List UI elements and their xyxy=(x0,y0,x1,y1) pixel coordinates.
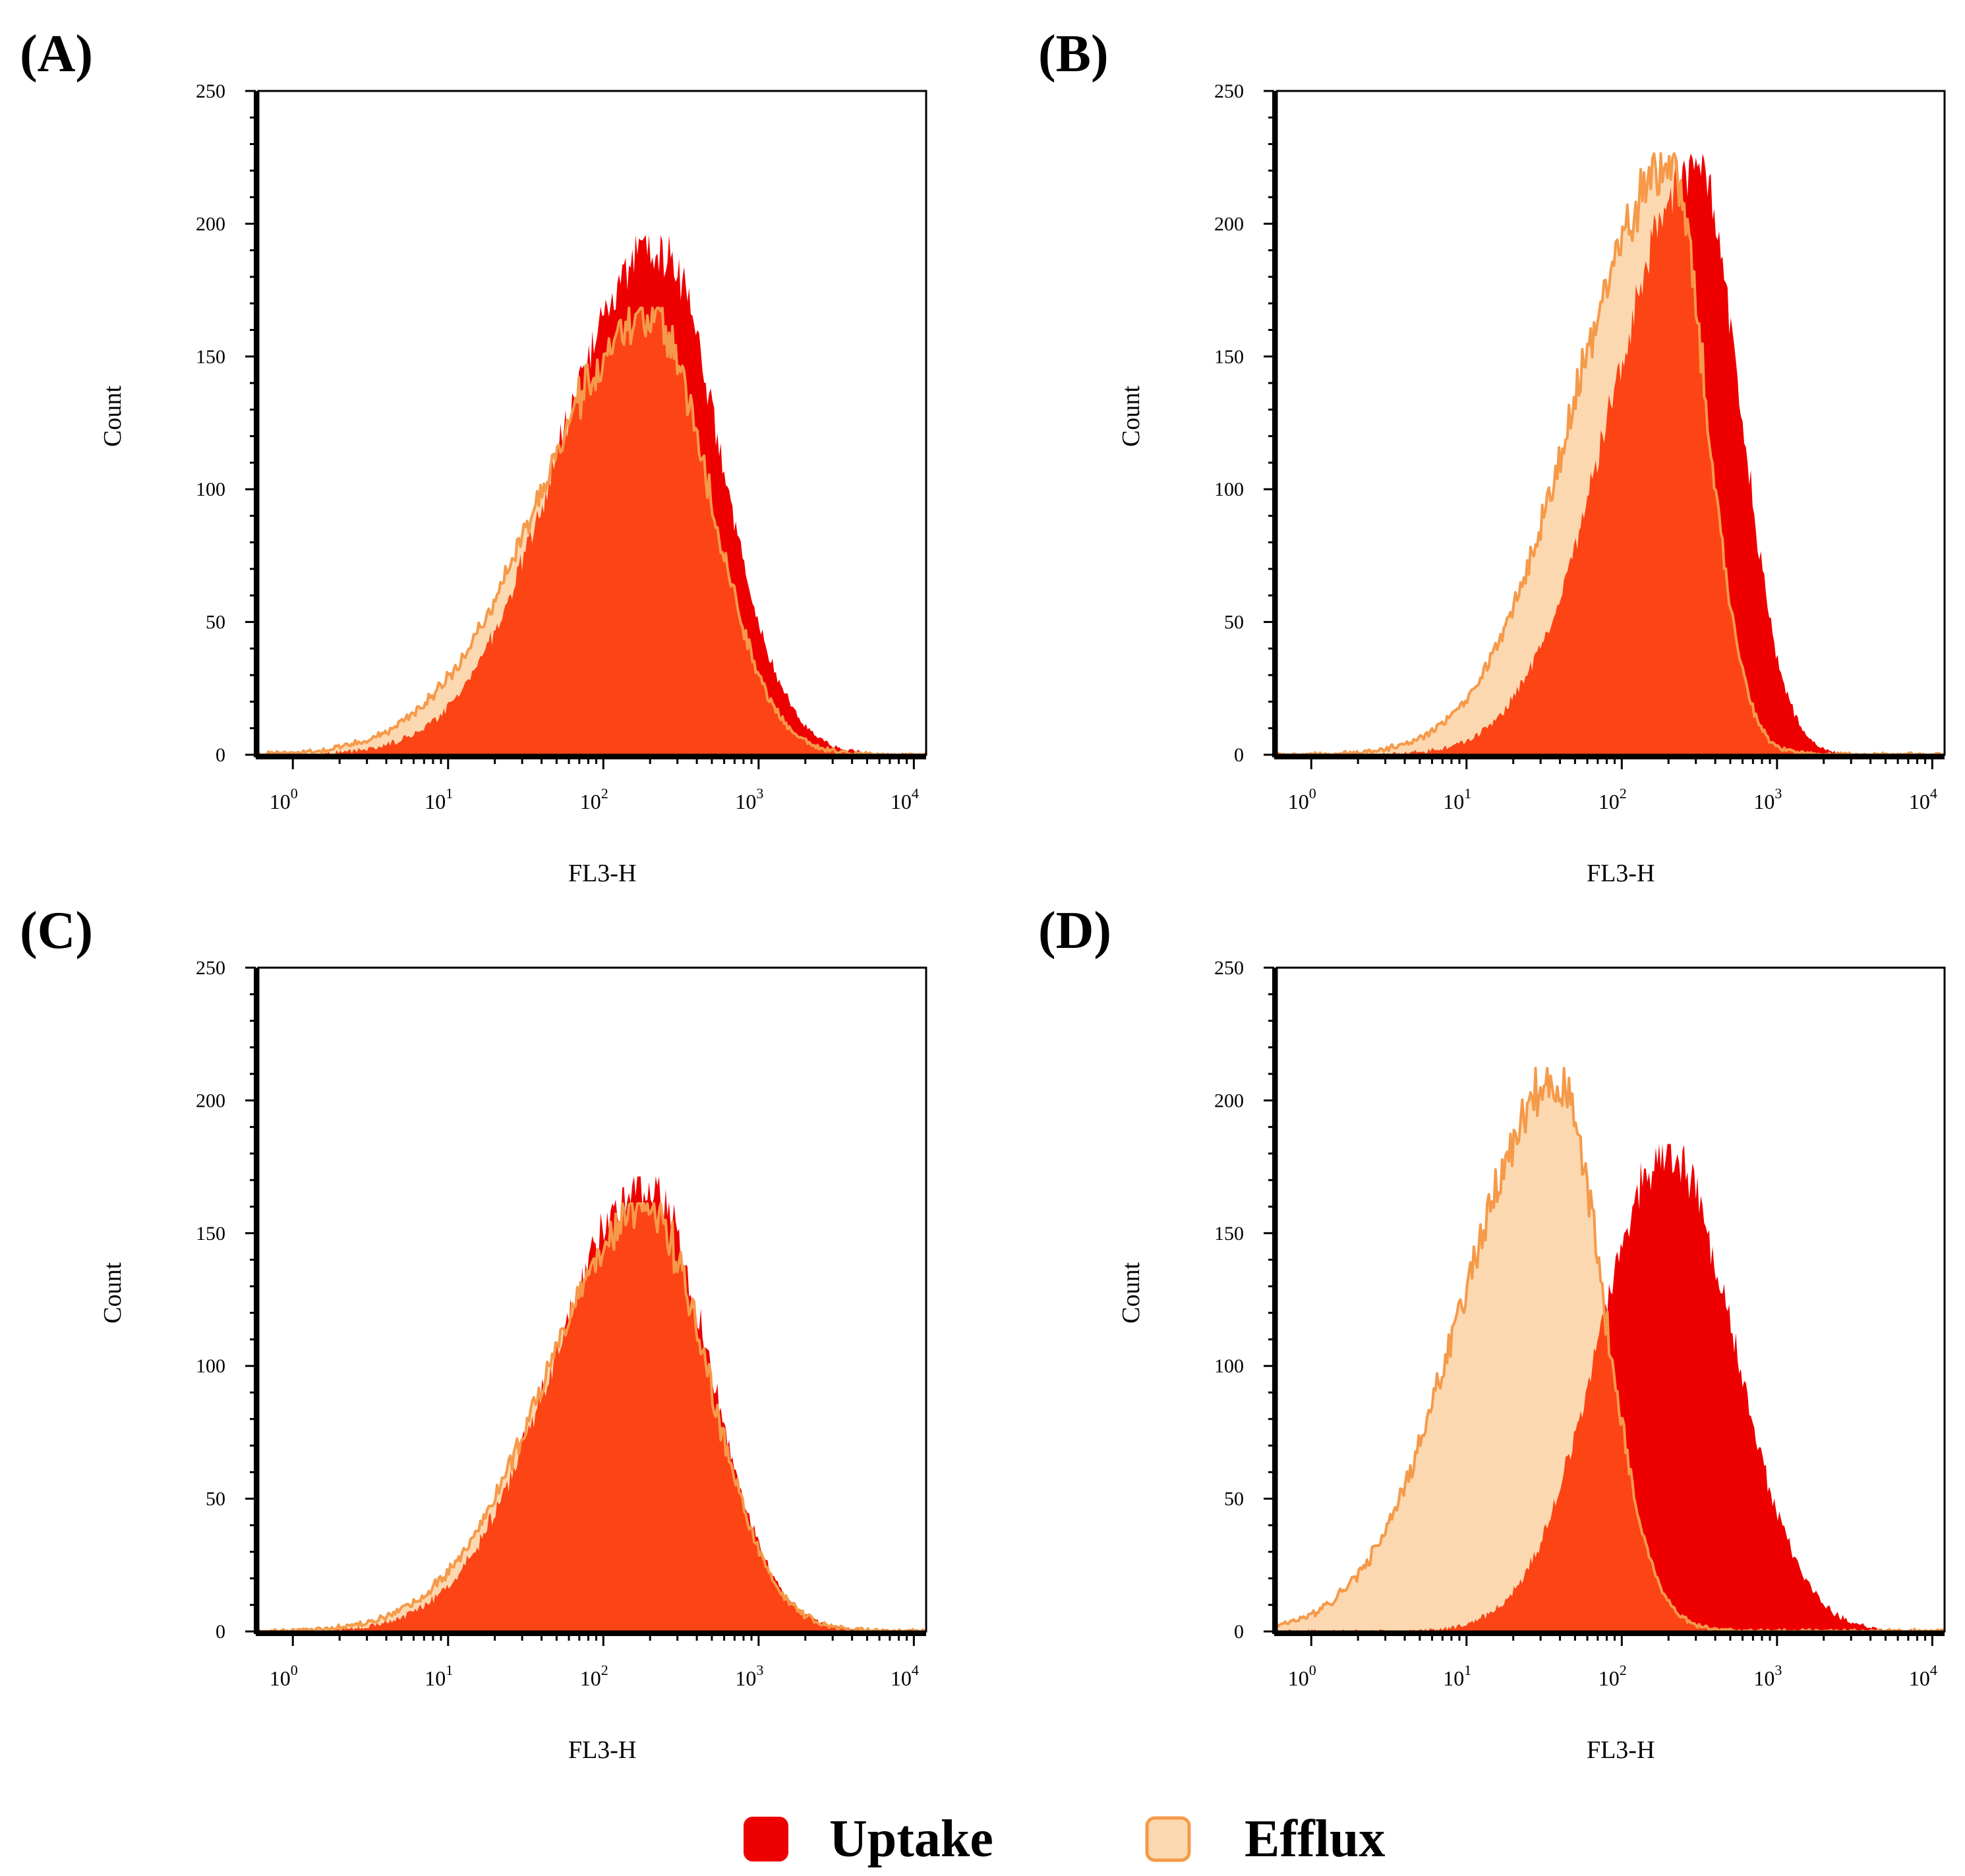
x-tick-label: 103 xyxy=(735,1662,763,1690)
legend-swatch-uptake xyxy=(744,1817,788,1861)
series-overlap-area xyxy=(1277,164,1945,755)
y-tick-label: 150 xyxy=(1214,346,1244,368)
y-tick-label: 50 xyxy=(1224,1488,1244,1510)
x-tick-label: 104 xyxy=(1909,1662,1937,1690)
panel-2: (C) 0 50 100 150 200 250 100 101 102 103 104 FL3-H Co… xyxy=(20,902,927,1764)
y-tick-label: 250 xyxy=(196,957,225,979)
x-tick-label: 103 xyxy=(1753,785,1782,813)
x-tick-label: 103 xyxy=(735,785,763,813)
y-tick-label: 50 xyxy=(206,1488,225,1510)
y-tick-label: 200 xyxy=(196,213,225,235)
panel-0: (A) 0 50 100 150 200 250 100 101 102 103 104 FL3-H Co… xyxy=(20,25,927,887)
y-tick-label: 0 xyxy=(1234,1621,1244,1643)
y-tick-label: 100 xyxy=(1214,479,1244,500)
x-axis-title: FL3-H xyxy=(568,1736,636,1764)
x-tick-label: 102 xyxy=(1598,785,1627,813)
y-tick-label: 250 xyxy=(196,80,225,102)
panel-label: (A) xyxy=(20,25,93,83)
legend-swatch-efflux xyxy=(1145,1816,1191,1862)
y-tick-label: 100 xyxy=(196,1355,225,1377)
x-axis-title: FL3-H xyxy=(568,860,636,887)
series-overlap-area xyxy=(1277,1312,1945,1631)
panel-3: (D) 0 50 100 150 200 250 100 101 102 103 104 FL3-H Co… xyxy=(1038,902,1946,1764)
x-tick-label: 103 xyxy=(1753,1662,1782,1690)
panel-label: (C) xyxy=(20,902,93,960)
panel-1: (B) 0 50 100 150 200 250 100 101 102 103 104 FL3-H Co… xyxy=(1038,25,1946,887)
panel-label: (D) xyxy=(1038,902,1111,960)
x-axis-title: FL3-H xyxy=(1587,860,1655,887)
y-axis-title: Count xyxy=(99,386,127,447)
legend: Uptake Efflux xyxy=(744,1810,1385,1868)
y-tick-label: 250 xyxy=(1214,80,1244,102)
x-tick-label: 100 xyxy=(270,785,298,813)
series-overlap-area xyxy=(258,1203,926,1631)
y-tick-label: 200 xyxy=(1214,213,1244,235)
plot-frame xyxy=(257,90,927,756)
y-tick-label: 0 xyxy=(216,1621,225,1643)
series-efflux-line xyxy=(258,1202,927,1633)
legend-label-efflux: Efflux xyxy=(1245,1810,1385,1868)
plot-frame xyxy=(257,966,927,1633)
y-tick-label: 150 xyxy=(1214,1223,1244,1245)
y-tick-label: 50 xyxy=(206,612,225,633)
plot-frame xyxy=(1276,90,1946,756)
y-tick-label: 0 xyxy=(1234,744,1244,766)
x-tick-label: 100 xyxy=(1288,1662,1316,1690)
series-efflux-area xyxy=(1277,1068,1945,1631)
x-tick-label: 101 xyxy=(1443,1662,1471,1690)
x-tick-label: 104 xyxy=(891,1662,919,1690)
y-tick-label: 200 xyxy=(1214,1090,1244,1111)
x-axis-title: FL3-H xyxy=(1587,1736,1655,1764)
x-tick-label: 100 xyxy=(1288,785,1316,813)
y-axis-title: Count xyxy=(99,1262,127,1324)
y-axis-title: Count xyxy=(1117,1262,1145,1324)
y-tick-label: 200 xyxy=(196,1090,225,1111)
x-tick-label: 102 xyxy=(580,1662,608,1690)
x-tick-label: 102 xyxy=(1598,1662,1627,1690)
x-tick-label: 102 xyxy=(580,785,608,813)
y-axis-title: Count xyxy=(1117,386,1145,447)
y-tick-label: 0 xyxy=(216,744,225,766)
x-tick-label: 101 xyxy=(1443,785,1471,813)
y-tick-label: 150 xyxy=(196,346,225,368)
x-tick-label: 104 xyxy=(1909,785,1937,813)
x-tick-label: 104 xyxy=(891,785,919,813)
panel-label: (B) xyxy=(1038,25,1109,83)
y-tick-label: 100 xyxy=(196,479,225,500)
x-tick-label: 100 xyxy=(270,1662,298,1690)
x-tick-label: 101 xyxy=(425,785,453,813)
y-tick-label: 150 xyxy=(196,1223,225,1245)
series-efflux-line xyxy=(257,307,927,756)
y-tick-label: 250 xyxy=(1214,957,1244,979)
legend-label-uptake: Uptake xyxy=(829,1810,993,1868)
y-tick-label: 100 xyxy=(1214,1355,1244,1377)
y-tick-label: 50 xyxy=(1224,612,1244,633)
plot-frame xyxy=(1276,966,1946,1633)
series-overlap-area xyxy=(258,308,926,755)
x-tick-label: 101 xyxy=(425,1662,453,1690)
